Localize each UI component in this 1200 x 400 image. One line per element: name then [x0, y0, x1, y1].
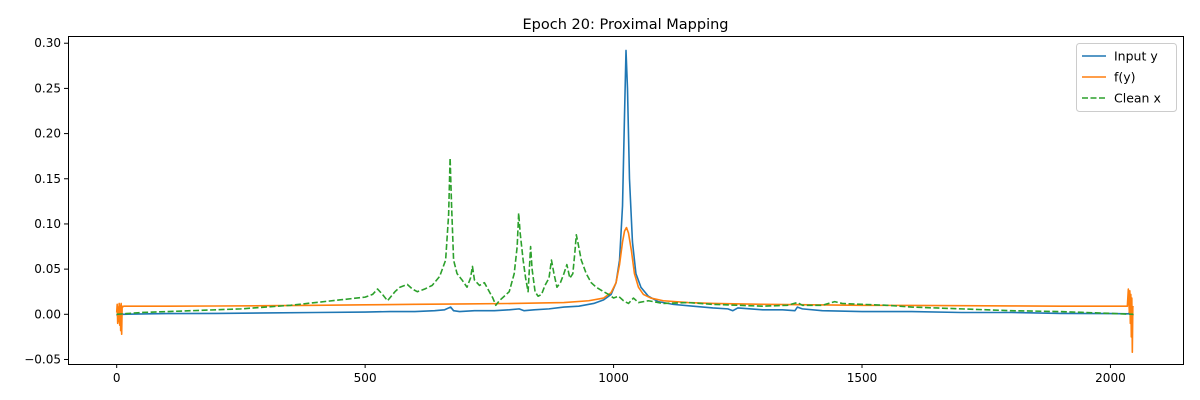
y-tick-label: 0.15 [34, 172, 61, 186]
series-layer [115, 49, 1135, 354]
legend-label: Input y [1114, 49, 1158, 64]
y-tick-label: 0.20 [34, 127, 61, 141]
x-axis: 0 500 1000 1500 2000 [113, 364, 1126, 385]
y-tick-label: 0.25 [34, 81, 61, 95]
legend-box [1076, 43, 1177, 112]
y-tick-label: −0.05 [24, 352, 61, 366]
x-tick-label: 1500 [847, 371, 878, 385]
series-line-0 [115, 49, 1135, 318]
y-tick-label: 0.30 [34, 36, 61, 50]
y-tick-label: 0.10 [34, 217, 61, 231]
y-tick-label: 0.00 [34, 307, 61, 321]
x-tick-label: 1000 [598, 371, 629, 385]
plot-area: 0 500 1000 1500 2000 −0.05 0.00 0.05 0.10 0.15 0.… [24, 36, 1184, 385]
axes-frame [68, 36, 1184, 365]
chart-title: Epoch 20: Proximal Mapping [523, 17, 729, 33]
legend-label: f(y) [1114, 70, 1136, 85]
x-tick-label: 500 [354, 371, 377, 385]
y-axis: −0.05 0.00 0.05 0.10 0.15 0.20 0.25 0.30 [24, 36, 68, 366]
series-line-2 [116, 157, 1134, 316]
x-tick-label: 0 [113, 371, 121, 385]
x-tick-label: 2000 [1095, 371, 1126, 385]
legend: Input y f(y) Clean x [1076, 43, 1177, 112]
series-line-1 [115, 226, 1135, 354]
y-tick-label: 0.05 [34, 262, 61, 276]
legend-label: Clean x [1114, 91, 1161, 106]
